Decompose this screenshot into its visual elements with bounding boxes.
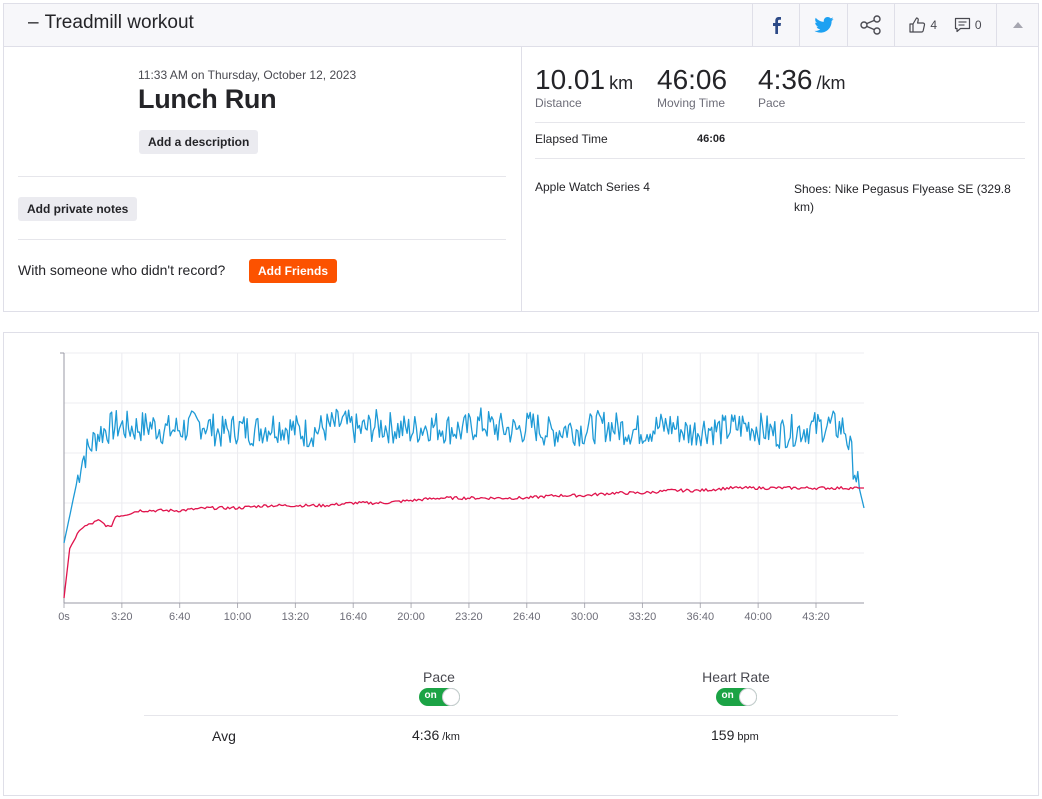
pace-toggle[interactable]: on [418, 688, 460, 706]
divider [535, 122, 1025, 123]
add-private-notes-button[interactable]: Add private notes [18, 197, 138, 221]
avg-heart-rate: 159 bpm [711, 727, 759, 743]
pace-toggle-title: Pace [423, 669, 455, 685]
header-title-group[interactable]: – Treadmill workout [28, 12, 194, 34]
avg-label: Avg [212, 728, 236, 744]
x-tick-label: 0s [58, 611, 70, 623]
avg-pace: 4:36/km [412, 727, 460, 743]
heart-rate-series-line [63, 485, 864, 599]
avg-pace-unit: /km [442, 731, 460, 743]
toggle-knob [441, 688, 460, 706]
comment-icon [954, 17, 971, 33]
heart-rate-toggle-title: Heart Rate [702, 669, 770, 685]
heart-rate-toggle[interactable]: on [715, 688, 757, 706]
x-tick-label: 13:20 [282, 611, 310, 623]
toggle-knob [738, 688, 757, 706]
avg-hr-unit: bpm [737, 731, 759, 743]
add-description-button[interactable]: Add a description [139, 130, 259, 154]
divider [535, 158, 1025, 159]
stat-distance: 10.01 km Distance [535, 64, 633, 110]
activity-date: 11:33 AM on Thursday, October 12, 2023 [138, 68, 357, 82]
heart-rate-toggle-block: Heart Rate on [696, 669, 776, 711]
activity-header: – Treadmill workout 4 0 [3, 3, 1039, 47]
kudos-comments-group: 4 0 [894, 4, 996, 46]
kudos-button[interactable]: 4 [909, 17, 937, 33]
stat-moving-time: 46:06 Moving Time [657, 64, 727, 110]
x-tick-label: 26:40 [513, 611, 541, 623]
summary-left-column: 11:33 AM on Thursday, October 12, 2023 L… [4, 46, 522, 311]
comment-count: 0 [974, 18, 982, 32]
x-tick-label: 3:20 [111, 611, 132, 623]
pace-toggle-block: Pace on [404, 669, 474, 711]
with-someone-text: With someone who didn't record? [18, 262, 226, 278]
facebook-share-button[interactable] [752, 4, 799, 46]
avg-pace-value: 4:36 [412, 727, 440, 743]
elapsed-time-value: 46:06 [697, 133, 726, 145]
x-tick-label: 20:00 [397, 611, 425, 623]
x-tick-label: 43:20 [802, 611, 830, 623]
summary-stats-column: 10.01 km Distance 46:06 Moving Time 4:36/… [523, 46, 1039, 311]
x-tick-label: 16:40 [339, 611, 367, 623]
avg-hr-value: 159 [711, 727, 735, 743]
twitter-share-button[interactable] [799, 4, 847, 46]
device-name: Apple Watch Series 4 [535, 180, 650, 194]
facebook-icon [773, 17, 781, 34]
elapsed-time-label: Elapsed Time [535, 132, 608, 146]
x-tick-label: 30:00 [571, 611, 599, 623]
divider [18, 176, 506, 177]
distance-value: 10.01 [535, 64, 606, 95]
pace-unit: /km [816, 73, 846, 93]
x-tick-label: 23:20 [455, 611, 483, 623]
stat-distance-value-row: 10.01 km [535, 64, 633, 96]
pace-heart-rate-chart[interactable]: 0s 3:20 6:40 10:00 13:20 16:40 20:00 23:20 26:40… [4, 333, 1038, 633]
x-tick-label: 10:00 [224, 611, 252, 623]
stat-pace-value-row: 4:36/km [758, 64, 846, 96]
pace-value: 4:36 [758, 64, 813, 95]
collapse-button[interactable] [996, 4, 1038, 46]
shoes-info[interactable]: Shoes: Nike Pegasus Flyease SE (329.8 km… [794, 182, 1011, 214]
x-tick-label: 6:40 [169, 611, 190, 623]
x-tick-label: 36:40 [687, 611, 715, 623]
thumbs-up-icon [909, 17, 926, 33]
distance-unit: km [609, 73, 634, 93]
heart-rate-toggle-state: on [721, 690, 734, 701]
caret-up-icon [1012, 22, 1023, 28]
x-tick-label: 33:20 [629, 611, 657, 623]
moving-time-label: Moving Time [657, 96, 726, 110]
twitter-icon [813, 17, 834, 33]
divider [18, 239, 506, 240]
divider [144, 715, 898, 716]
x-tick-label: 40:00 [744, 611, 772, 623]
pace-toggle-state: on [424, 690, 437, 701]
activity-title[interactable]: Lunch Run [138, 84, 277, 114]
add-friends-button[interactable]: Add Friends [249, 259, 338, 283]
workout-type-title: Treadmill workout [44, 12, 194, 33]
moving-time-value: 46:06 [657, 64, 728, 95]
activity-summary: 11:33 AM on Thursday, October 12, 2023 L… [3, 46, 1039, 312]
share-button[interactable] [847, 4, 894, 46]
stat-pace: 4:36/km Pace [758, 64, 846, 110]
header-actions: 4 0 [752, 4, 1038, 46]
kudos-count: 4 [930, 18, 938, 32]
comments-button[interactable]: 0 [954, 17, 982, 33]
distance-label: Distance [535, 96, 582, 110]
share-icon [860, 15, 881, 35]
analysis-chart-panel: 0s 3:20 6:40 10:00 13:20 16:40 20:00 23:20 26:40… [3, 332, 1039, 796]
pace-label: Pace [758, 96, 786, 110]
pace-series-line [63, 407, 865, 544]
collapse-dash-icon[interactable]: – [28, 12, 39, 33]
